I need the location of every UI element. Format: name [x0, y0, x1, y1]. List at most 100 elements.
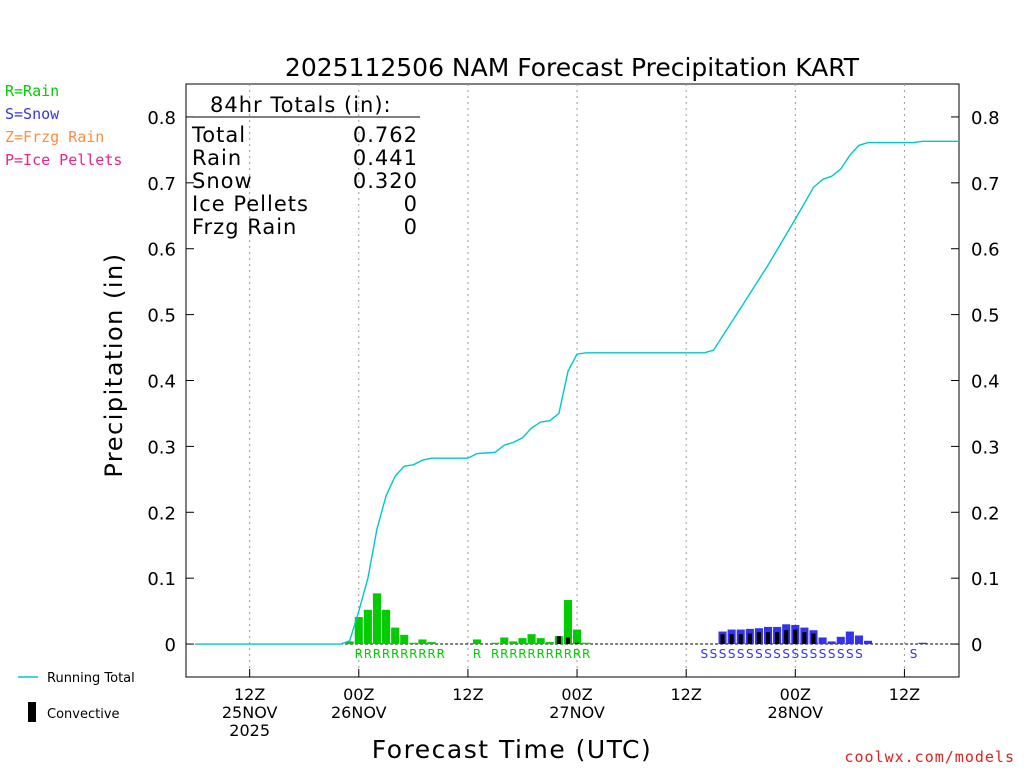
- x-tick-label: 28NOV: [768, 703, 824, 722]
- x-tick-label: 26NOV: [331, 703, 387, 722]
- type-code-S-h67: S: [801, 647, 809, 661]
- bar-rain-h20: [372, 593, 382, 645]
- y-tick-label-right: 0.8: [971, 108, 1000, 129]
- type-code-R-h21: R: [382, 647, 390, 661]
- totals-box: 84hr Totals (in): Total 0.762 Rain 0.441 Sno…: [191, 93, 420, 239]
- totals-value: 0.320: [353, 169, 418, 193]
- x-tick-label: 12Z: [671, 685, 702, 704]
- totals-label: Total: [191, 123, 246, 147]
- bar-convective-h65: [784, 630, 789, 645]
- type-code-R-h34: R: [500, 647, 508, 661]
- type-code-R-h25: R: [418, 647, 426, 661]
- bar-snow-h80: [918, 642, 927, 645]
- bar-rain-h23: [400, 634, 409, 645]
- bar-rain-h39: [545, 642, 554, 645]
- bar-rain-h38: [536, 638, 545, 645]
- legend-type-entry: S=Snow: [5, 105, 60, 123]
- totals-label: Rain: [192, 146, 242, 170]
- legend-running-total-label: Running Total: [47, 671, 135, 686]
- type-code-S-h62: S: [755, 647, 763, 661]
- y-tick-label-left: 0.1: [147, 569, 176, 590]
- bar-convective-h68: [811, 633, 816, 645]
- bar-rain-h21: [382, 609, 391, 645]
- type-code-S-h70: S: [828, 647, 836, 661]
- y-axis-label: Precipitation (in): [100, 252, 128, 477]
- bar-convective-h41: [565, 637, 570, 645]
- y-tick-label-left: 0.4: [147, 372, 176, 393]
- totals-label: Ice Pellets: [192, 192, 309, 216]
- y-tick-label-right: 0.6: [971, 240, 1000, 261]
- totals-rows: Total 0.762 Rain 0.441 Snow 0.320 Ice Pellets 0…: [191, 123, 418, 239]
- chart-title: 2025112506 NAM Forecast Precipitation KA…: [285, 53, 860, 82]
- bar-snow-h74: [864, 640, 873, 645]
- bar-snow-h69: [818, 637, 827, 645]
- bar-rain-h18: [354, 617, 363, 645]
- x-axis-label: Forecast Time (UTC): [372, 735, 652, 764]
- bar-rain-h37: [527, 634, 536, 645]
- type-code-R-h23: R: [400, 647, 408, 661]
- type-code-R-h27: R: [436, 647, 444, 661]
- y-tick-label-left: 0.8: [147, 108, 176, 129]
- legend-type-entry: R=Rain: [5, 82, 59, 100]
- x-tick-label: 00Z: [561, 685, 592, 704]
- legend-convective-label: Convective: [47, 707, 120, 722]
- x-tick-label: 25NOV: [222, 703, 278, 722]
- type-code-R-h41: R: [564, 647, 572, 661]
- bar-snow-h72: [845, 631, 854, 645]
- type-code-S-h58: S: [719, 647, 727, 661]
- bar-convective-h66: [793, 629, 798, 645]
- bar-rain-h25: [418, 639, 427, 645]
- totals-value: 0: [404, 215, 418, 239]
- bar-convective-h67: [802, 632, 807, 645]
- x-tick-label: 00Z: [780, 685, 811, 704]
- bar-rain-h36: [518, 638, 527, 645]
- type-code-S-h63: S: [764, 647, 772, 661]
- type-code-S-h64: S: [773, 647, 781, 661]
- type-code-S-h72: S: [846, 647, 854, 661]
- type-code-S-h56: S: [701, 647, 709, 661]
- y-tick-label-right: 0.4: [971, 372, 1000, 393]
- y-tick-label-right: 0.1: [971, 569, 1000, 590]
- y-tick-label-right: 0: [971, 635, 982, 656]
- type-code-S-h65: S: [782, 647, 790, 661]
- type-code-S-h68: S: [810, 647, 818, 661]
- type-code-R-h37: R: [527, 647, 535, 661]
- bar-rain-h31: [472, 639, 482, 645]
- type-code-S-h61: S: [746, 647, 754, 661]
- type-code-R-h43: R: [582, 647, 590, 661]
- vertical-gridlines: [249, 84, 905, 677]
- bar-snow-h73: [854, 635, 864, 645]
- bar-convective-h60: [738, 634, 743, 645]
- type-code-S-h57: S: [710, 647, 718, 661]
- totals-value: 0: [404, 192, 418, 216]
- type-code-R-h18: R: [355, 647, 363, 661]
- bar-convective-h63: [765, 632, 771, 645]
- right-y-axis: 0 0.1 0.2 0.3 0.4 0.5 0.6 0.7 0.8: [951, 108, 1000, 656]
- bar-rain-h42: [573, 629, 582, 645]
- type-code-R-h40: R: [555, 647, 563, 661]
- y-tick-label-right: 0.5: [971, 306, 1000, 327]
- bar-convective-h62: [756, 632, 761, 645]
- bar-rain-h19: [363, 609, 372, 645]
- type-code-S-h69: S: [819, 647, 827, 661]
- y-tick-label-left: 0: [165, 635, 176, 656]
- bar-convective-h61: [747, 633, 752, 645]
- bar-rain-h43: [582, 642, 591, 645]
- precip-bars: [345, 593, 927, 645]
- legend-type-entry: P=Ice Pellets: [5, 151, 122, 169]
- type-code-R-h33: R: [491, 647, 499, 661]
- type-code-R-h35: R: [509, 647, 517, 661]
- type-code-S-h73: S: [855, 647, 863, 661]
- totals-value: 0.762: [353, 123, 418, 147]
- legend-type-entry: Z=Frzg Rain: [5, 128, 104, 146]
- type-code-R-h24: R: [409, 647, 417, 661]
- totals-value: 0.441: [353, 146, 418, 170]
- type-code-R-h36: R: [518, 647, 526, 661]
- bar-snow-h71: [836, 636, 845, 645]
- type-code-R-h39: R: [546, 647, 554, 661]
- type-code-R-h38: R: [536, 647, 544, 661]
- bar-rain-h33: [491, 642, 500, 645]
- y-tick-label-right: 0.2: [971, 503, 1000, 524]
